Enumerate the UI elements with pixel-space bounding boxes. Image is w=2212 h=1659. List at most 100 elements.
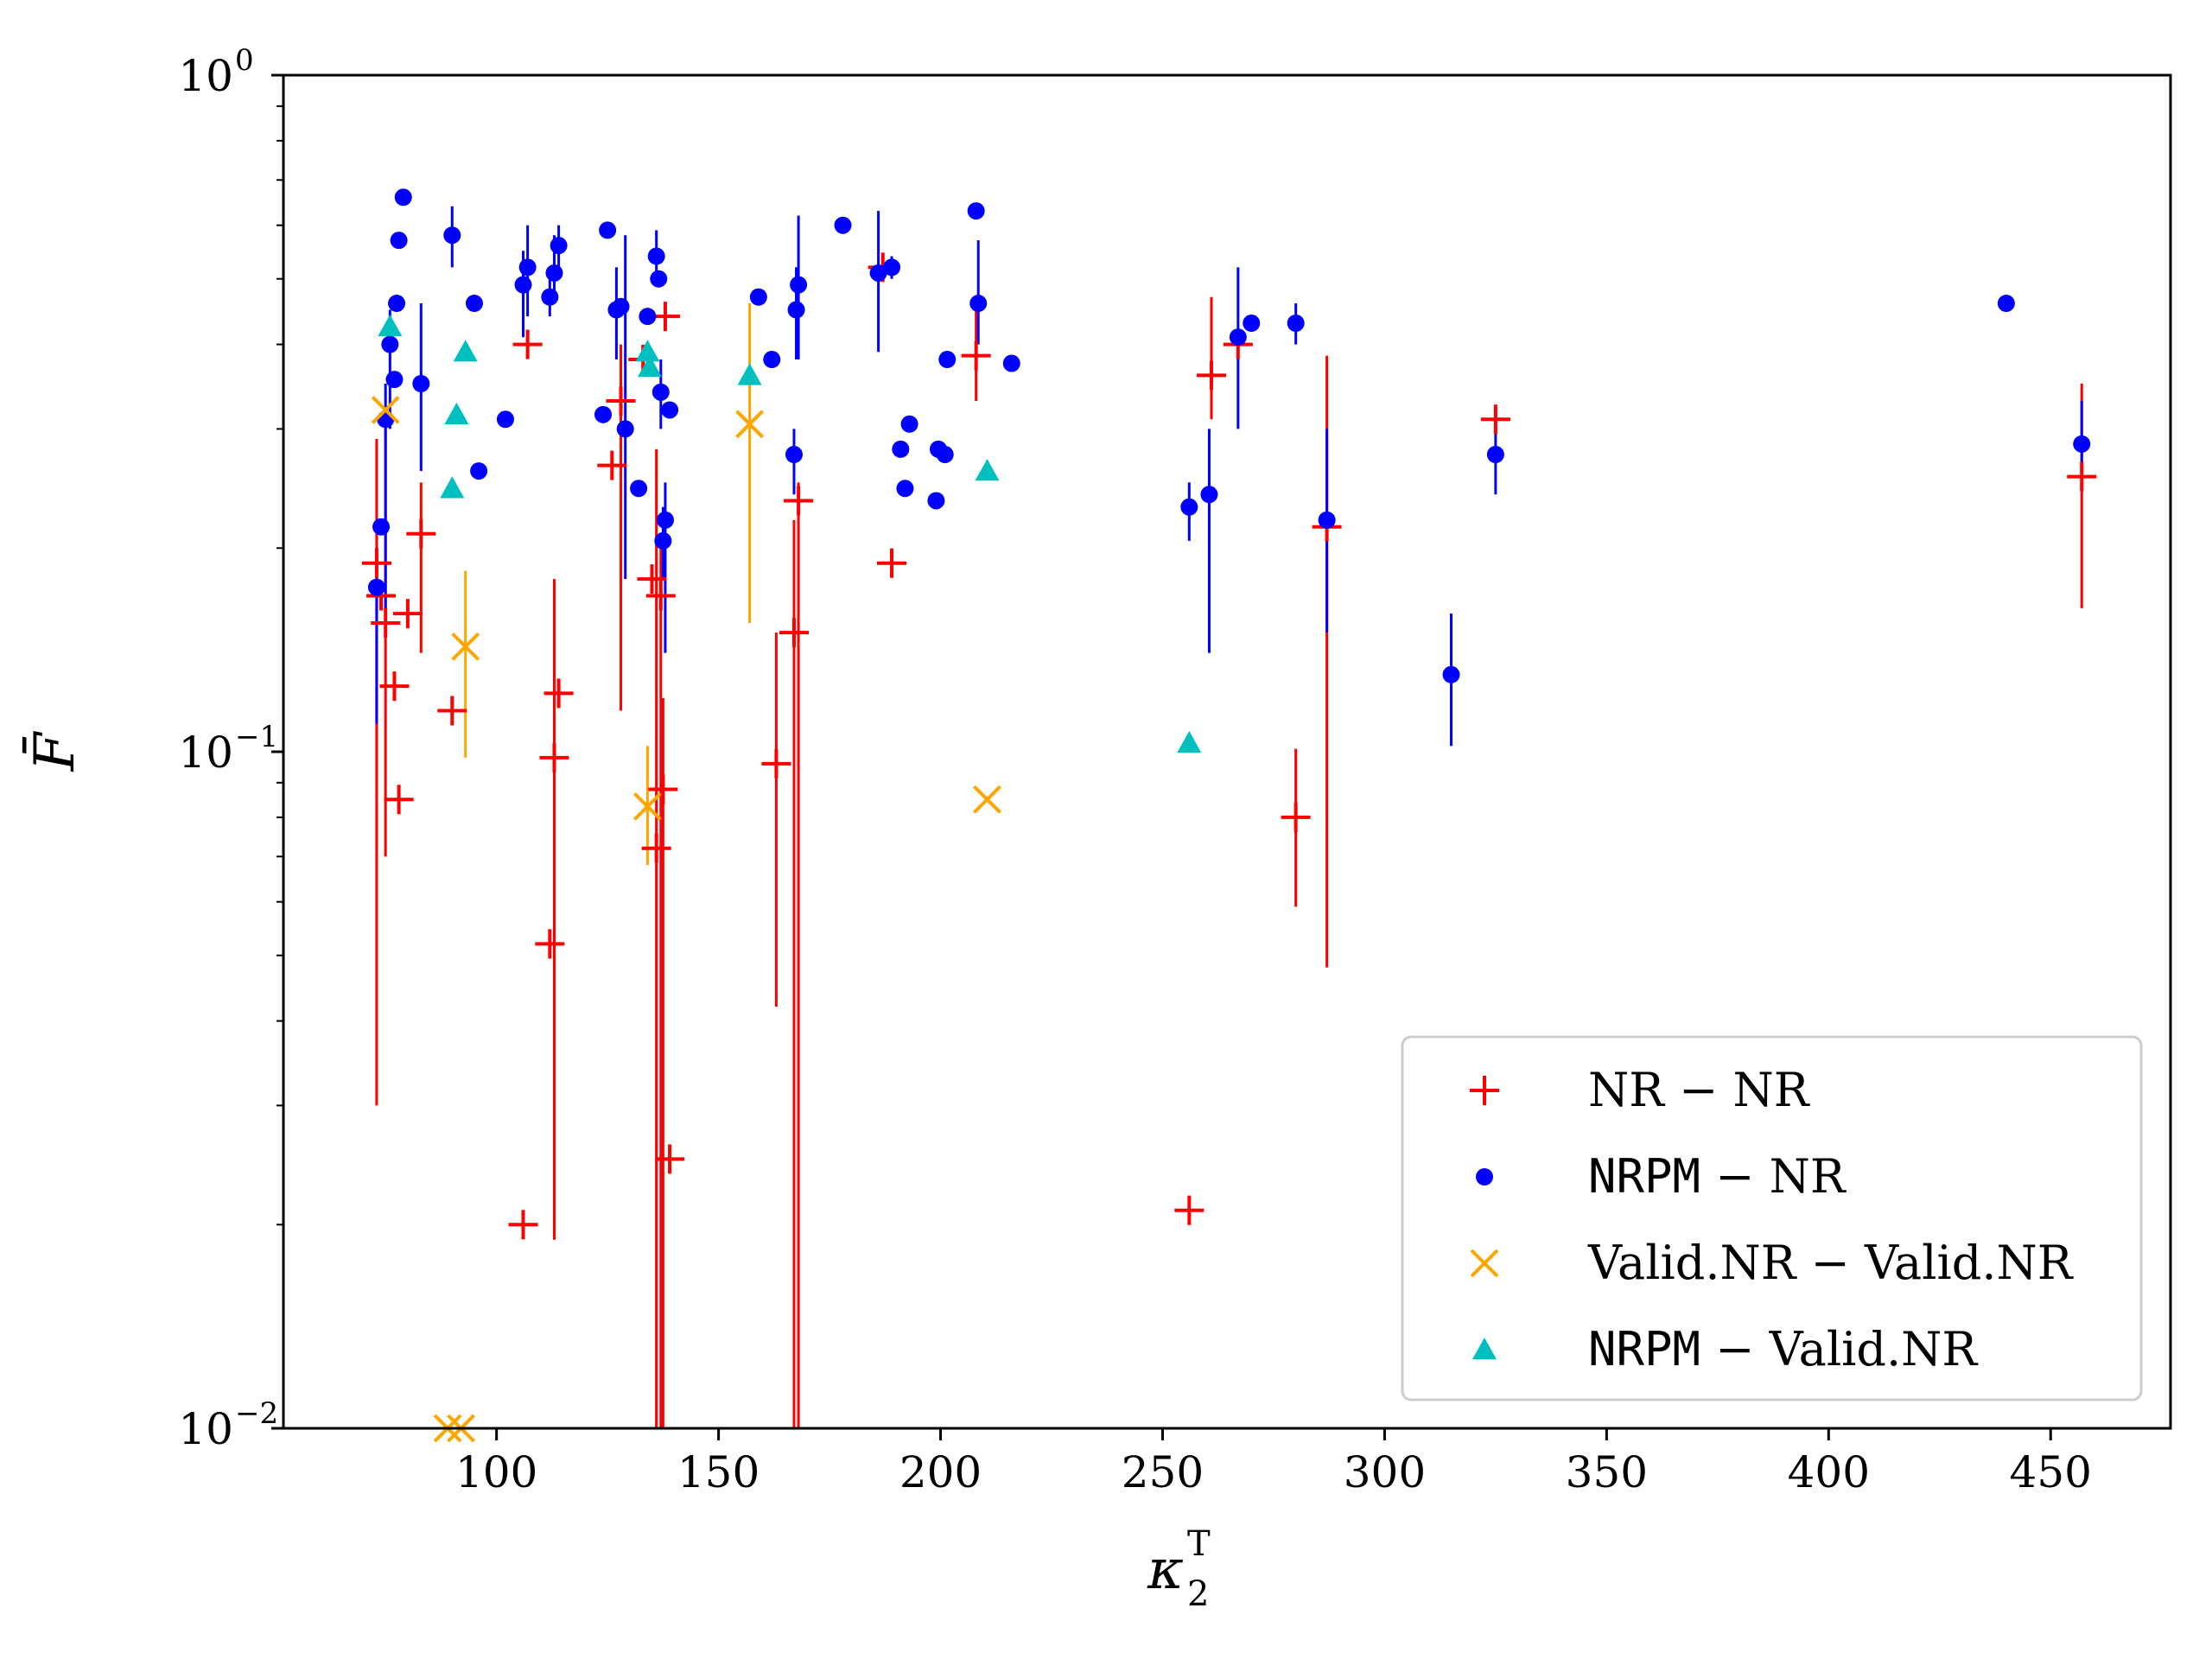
- data-point: [444, 402, 469, 425]
- data-point: [936, 446, 954, 464]
- y-axis-label: F̄: [22, 730, 87, 772]
- data-point: [749, 288, 767, 306]
- data-point: [508, 1210, 538, 1240]
- data-point: [412, 374, 430, 392]
- y-tick-label: 10: [178, 51, 233, 101]
- x-axis-ticks: 100 150 200 250 300 350 400 450: [455, 1428, 2092, 1497]
- data-point: [443, 226, 461, 245]
- data-point: [1177, 730, 1202, 753]
- data-point: [2073, 435, 2091, 453]
- data-point: [834, 216, 852, 234]
- data-point: [381, 335, 399, 353]
- data-point: [737, 363, 762, 385]
- data-point: [518, 258, 537, 276]
- data-point: [377, 410, 395, 429]
- data-point: [639, 308, 657, 326]
- data-point: [392, 599, 423, 629]
- data-point: [1002, 354, 1020, 372]
- data-point: [761, 748, 791, 779]
- data-point: [545, 264, 563, 282]
- data-point: [367, 578, 385, 596]
- data-point: [1486, 446, 1504, 464]
- data-point: [599, 221, 617, 239]
- data-point: [1287, 314, 1305, 332]
- legend-label-0: NR − NR: [1588, 1063, 1810, 1117]
- y-tick-label: 10: [178, 728, 233, 778]
- data-point: [371, 607, 401, 638]
- data-point: [496, 410, 514, 429]
- data-point: [763, 351, 781, 369]
- legend-label-3: NRPM − Valid.NR: [1588, 1322, 1978, 1376]
- data-point: [616, 420, 634, 438]
- data-point: [514, 276, 532, 294]
- data-point: [652, 383, 670, 401]
- data-point: [877, 548, 907, 578]
- data-point: [385, 371, 404, 389]
- data-point: [656, 511, 674, 529]
- y-tick-exponent: −1: [235, 720, 278, 754]
- error-bars: [375, 206, 2083, 1428]
- data-point: [637, 355, 662, 378]
- x-tick-label: 300: [1344, 1447, 1426, 1497]
- data-point: [437, 696, 467, 726]
- data-point: [1200, 486, 1218, 504]
- data-point: [641, 833, 671, 863]
- data-point: [630, 480, 648, 498]
- data-point: [632, 791, 662, 821]
- data-point: [787, 301, 805, 319]
- data-point: [597, 450, 627, 480]
- data-point: [372, 518, 391, 536]
- data-point: [535, 929, 565, 959]
- data-point: [379, 671, 410, 702]
- data-point: [779, 618, 809, 648]
- data-point: [1174, 1195, 1205, 1225]
- data-point: [1281, 802, 1311, 832]
- data-point: [900, 415, 918, 433]
- legend-marker-3: [1472, 1338, 1497, 1360]
- data-markers: [361, 188, 2097, 1443]
- legend: NR − NR NRPM − NR Valid.NR − Valid.NR NRPM …: [1401, 1035, 2143, 1402]
- data-point: [661, 401, 679, 419]
- data-point: [543, 678, 574, 709]
- data-point: [440, 476, 465, 499]
- x-axis-label: κ: [1147, 1538, 1184, 1602]
- data-point: [453, 340, 478, 362]
- data-point: [1442, 665, 1460, 683]
- data-point: [539, 742, 569, 772]
- legend-label-1: NRPM − NR: [1588, 1149, 1847, 1204]
- x-tick-label: 150: [677, 1447, 760, 1497]
- legend-marker-0: [1470, 1076, 1499, 1105]
- series-0: [361, 252, 2097, 1240]
- data-point: [790, 276, 808, 294]
- x-tick-label: 450: [2010, 1447, 2092, 1497]
- data-point: [637, 564, 667, 594]
- data-point: [378, 314, 403, 337]
- data-point: [470, 462, 488, 480]
- data-point: [650, 270, 668, 288]
- data-point: [647, 247, 665, 265]
- data-point: [869, 264, 887, 282]
- x-tick-label: 400: [1788, 1447, 1870, 1497]
- x-tick-label: 200: [899, 1447, 982, 1497]
- data-point: [645, 581, 676, 611]
- data-point: [612, 297, 630, 315]
- data-point: [654, 531, 672, 550]
- data-point: [735, 410, 764, 439]
- data-point: [394, 188, 412, 207]
- data-point: [550, 237, 568, 255]
- data-point: [883, 258, 901, 276]
- legend-box: [1401, 1035, 2143, 1402]
- data-point: [655, 1144, 685, 1174]
- data-point: [541, 288, 559, 306]
- data-point: [938, 351, 957, 369]
- y-tick-exponent: 0: [235, 43, 254, 78]
- series-3: [378, 314, 1202, 753]
- data-point: [406, 518, 436, 549]
- data-point: [973, 785, 1001, 814]
- y-tick-label: 10: [178, 1404, 233, 1454]
- data-point: [648, 774, 678, 804]
- x-tick-label: 100: [455, 1447, 537, 1497]
- data-point: [384, 785, 414, 815]
- data-point: [1480, 404, 1510, 435]
